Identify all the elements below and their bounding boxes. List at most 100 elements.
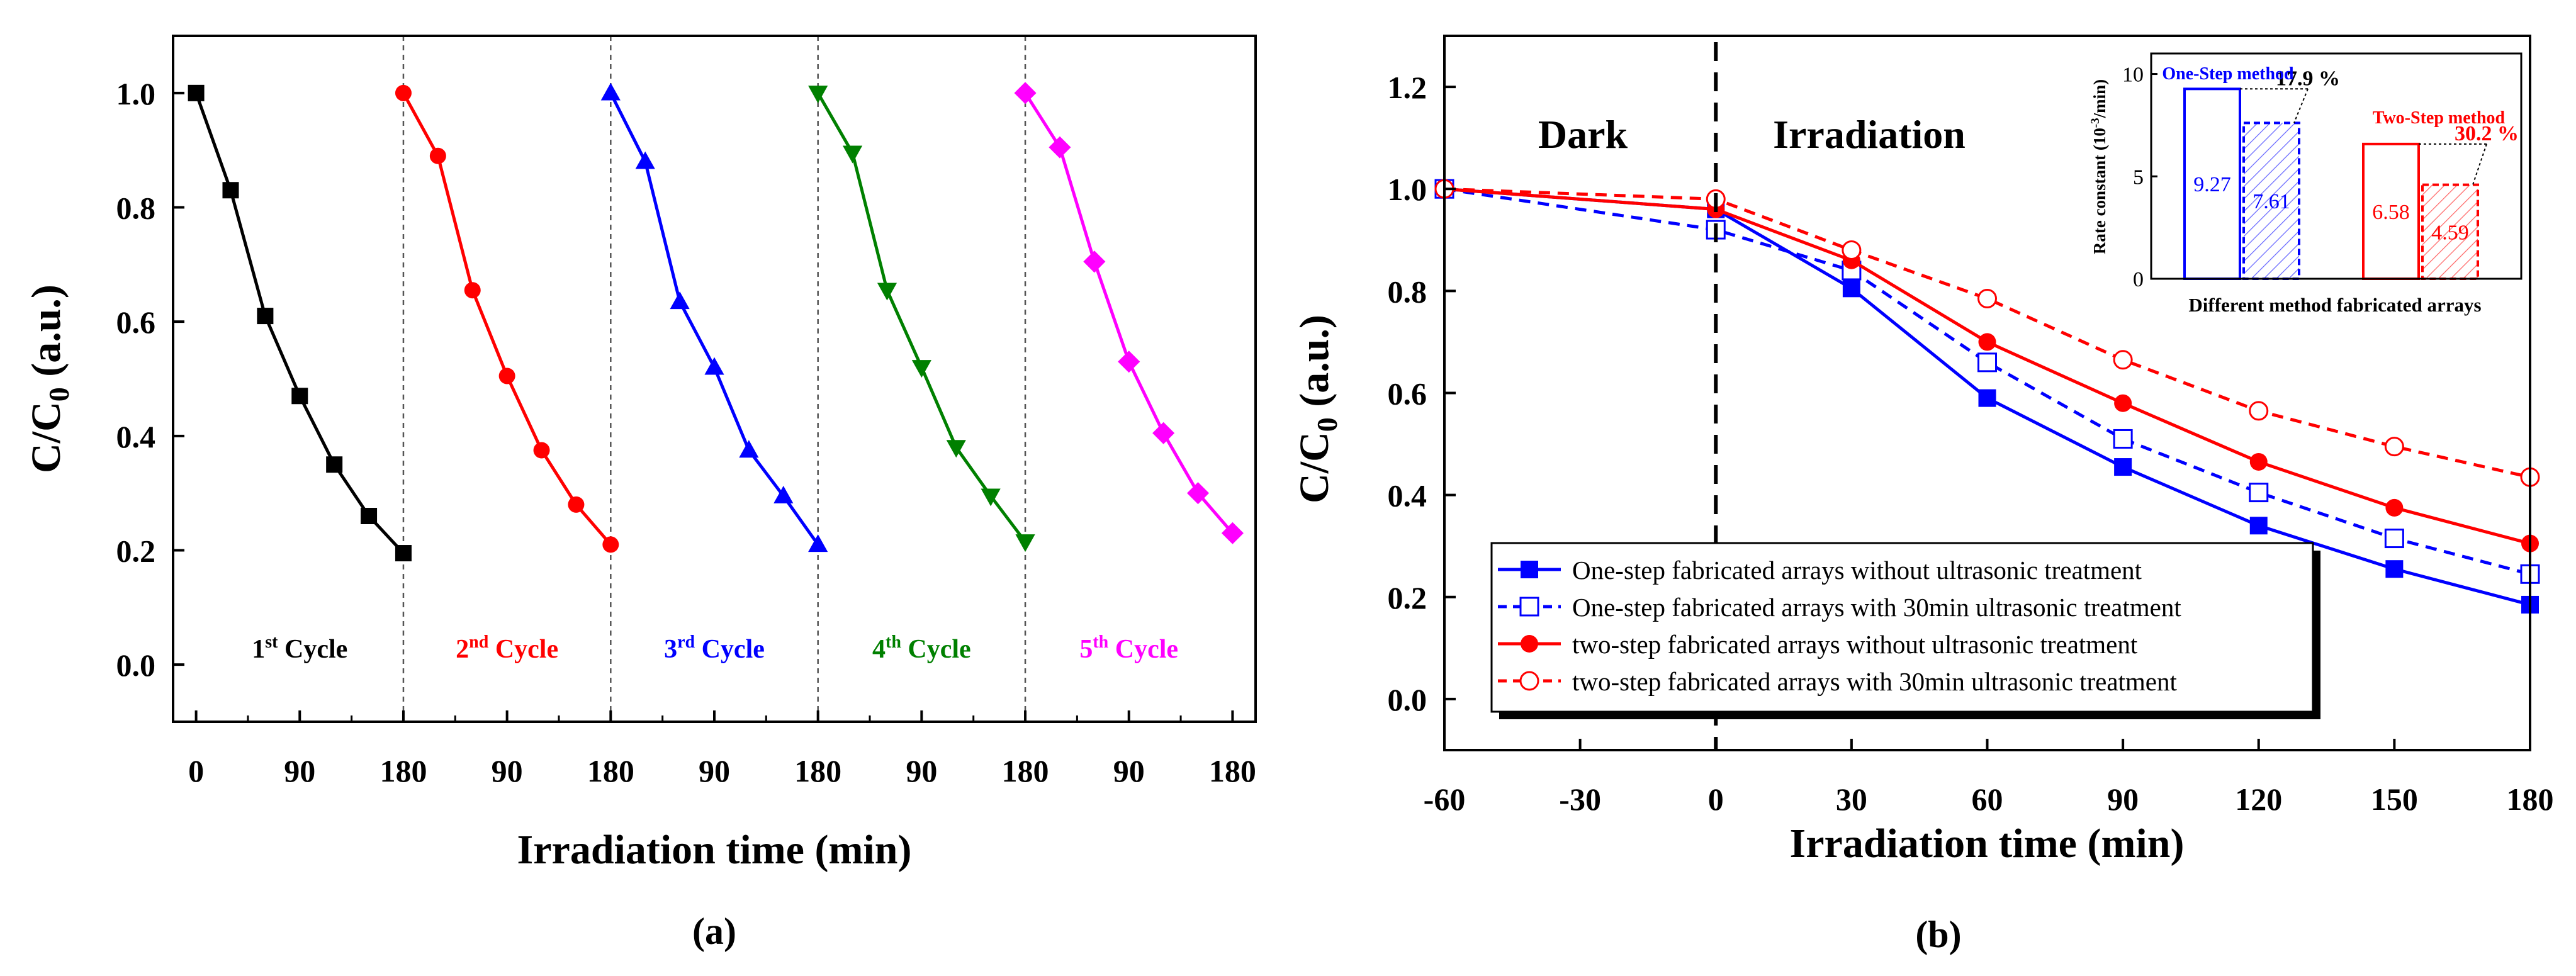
panel-b-y-tick-label: 0.0: [1388, 682, 1427, 717]
panel-b-legend: One-step fabricated arrays without ultra…: [1490, 542, 2320, 719]
inset-connector: [2472, 143, 2487, 185]
panel-b-x-axis-label: Irradiation time (min): [1790, 821, 2185, 867]
cycle-label-number: 5: [1079, 635, 1093, 664]
panel-a-series-2-point: [498, 367, 515, 384]
panel-a-series-2: [395, 84, 619, 553]
panel-a-series-5-point: [1186, 482, 1210, 505]
cycle-label-suffix: nd: [469, 632, 489, 652]
panel-a-plot-frame: [172, 35, 1257, 723]
panel-b-x-tick-label: 120: [2235, 782, 2282, 817]
panel-a-series-1-point: [222, 182, 239, 199]
inset-bars: 9.27 7.61 17.9 %One-Step method 6.58 4.59 30.…: [2162, 64, 2519, 280]
panel-a: 0.0 0.2 0.4 0.6 0.8 1.0 0 90 180 90 180 90 180 90 180…: [23, 35, 1257, 952]
panel-b-series-4-line: [1444, 187, 2531, 479]
legend-label: two-step fabricated arrays with 30min ul…: [1572, 667, 2178, 696]
inset-y-tick-label: 5: [2133, 165, 2144, 189]
panel-a-series-5-point: [1118, 351, 1140, 373]
panel-a-series-1-point: [188, 84, 205, 101]
inset-group-label: One-Step method: [2162, 64, 2294, 84]
panel-a-y-tick-label: 0.0: [116, 648, 156, 683]
inset-group-label: Two-Step method: [2373, 108, 2506, 128]
panel-b-series-3-line: [1444, 187, 2531, 546]
panel-a-y-axis-label-sub: 0: [43, 387, 75, 401]
cycle-label-2: 2nd Cycle: [456, 632, 558, 664]
panel-a-series-2-point: [602, 536, 619, 553]
panel-b-series-3-point: [2249, 452, 2268, 471]
legend-swatch-marker: [1521, 561, 1538, 578]
panel-b-x-tick-label: -30: [1559, 782, 1601, 817]
panel-b-series-3-point: [1978, 333, 1996, 351]
panel-a-series-3-point: [808, 534, 828, 553]
panel-a-series-5-point: [1049, 136, 1071, 159]
panel-b-x-tick-label: 150: [2371, 782, 2418, 817]
panel-a-series-3-point: [670, 291, 690, 310]
panel-b-series-1-point: [1978, 389, 1996, 407]
panel-b-y-axis-label-sub: 0: [1311, 417, 1343, 432]
panel-a-gridlines: [402, 36, 1026, 722]
panel-a-series-2-point: [429, 147, 446, 164]
panel-b-y-tick-label: 1.0: [1388, 172, 1427, 207]
panel-a-series-4-point: [1015, 534, 1035, 553]
panel-a-x-tick-label: 180: [794, 753, 841, 788]
panel-a-series-5-point: [1083, 250, 1106, 273]
inset-y-axis-label-suffix: /min): [2090, 79, 2109, 119]
panel-b-series-2-line: [1444, 187, 2531, 576]
panel-b-series-1-point: [2249, 517, 2268, 535]
panel-a-series-5: [1014, 82, 1244, 544]
legend-swatch-marker: [1519, 597, 1539, 617]
legend-entry-3: two-step fabricated arrays without ultra…: [1498, 630, 2138, 659]
legend-entries: One-step fabricated arrays without ultra…: [1498, 556, 2181, 696]
panel-a-label: (a): [692, 911, 736, 952]
panel-b-series-4-point: [2384, 437, 2404, 457]
panel-a-series-4-line: [816, 92, 1027, 543]
panel-b-x-tick-label: 0: [1708, 782, 1724, 817]
panel-b-series-4-point: [1977, 289, 1997, 309]
panel-a-x-tick-label: 180: [380, 753, 427, 788]
panel-b-x-tick-label: 30: [1836, 782, 1867, 817]
panel-b-series-1-point: [1842, 279, 1860, 298]
panel-a-cycle-labels: 1st Cycle 2nd Cycle 3rd Cycle 4th Cycle 5th …: [252, 632, 1178, 664]
cycle-label-text: Cycle: [278, 635, 347, 664]
panel-a-series-4-point: [877, 283, 897, 301]
panel-a-x-tick-label: 180: [1002, 753, 1049, 788]
panel-a-x-tick-label: 90: [492, 753, 523, 788]
panel-b-inset: 9.27 7.61 17.9 %One-Step method 6.58 4.59 30.…: [2089, 47, 2523, 316]
inset-bar-value-label: 4.59: [2431, 221, 2469, 244]
inset-y-tick-label: 10: [2122, 64, 2144, 87]
panel-a-y-tick-label: 1.0: [116, 76, 156, 111]
inset-bar-1-2: [2242, 121, 2300, 280]
panel-a-y-tick-label: 0.2: [116, 534, 156, 569]
panel-a-series-1: [188, 84, 412, 562]
cycle-label-4: 4th Cycle: [872, 632, 971, 664]
panel-b-series-3-point: [2114, 394, 2132, 412]
panel-b-y-tick-label: 1.2: [1388, 70, 1427, 105]
panel-a-series-4-point: [946, 440, 966, 458]
panel-b-series-4-point: [2249, 401, 2269, 421]
panel-a-x-tick-label: 0: [188, 753, 204, 788]
panel-b-series-1-line: [1444, 187, 2531, 607]
panel-a-series-4-point: [808, 86, 828, 104]
inset-connector: [2293, 88, 2309, 123]
panel-a-x-axis-label: Irradiation time (min): [517, 827, 912, 873]
panel-b-series-1-point: [2385, 560, 2404, 578]
panel-a-series-5-line: [1023, 92, 1234, 534]
panel-b-y-axis-label: C/C0 (a.u.): [1291, 315, 1343, 503]
panel-a-x-tick-label: 90: [699, 753, 730, 788]
panel-a-series-4-point: [981, 488, 1001, 507]
legend-entry-2: One-step fabricated arrays with 30min ul…: [1498, 593, 2181, 622]
panel-a-x-tick-label: 90: [906, 753, 937, 788]
panel-b-series-2-point: [1977, 352, 1997, 373]
inset-improvement-label: 30.2 %: [2455, 122, 2519, 145]
cycle-label-number: 1: [252, 635, 265, 664]
cycle-label-suffix: st: [265, 632, 278, 652]
panel-a-y-tick-label: 0.4: [116, 419, 156, 454]
legend-label: One-step fabricated arrays without ultra…: [1572, 556, 2142, 585]
panel-b-x-tick-label: -60: [1424, 782, 1466, 817]
panel-a-y-axis-label-suffix: (a.u.): [23, 284, 69, 387]
panel-b-dark-label: Dark: [1538, 112, 1628, 157]
panel-a-y-tick-label: 0.6: [116, 305, 156, 340]
inset-y-axis-label-main: Rate constant (10: [2090, 128, 2109, 254]
panel-a-series-1-point: [257, 308, 274, 325]
panel-a-series-1-point: [326, 456, 343, 473]
inset-y-axis-label-sup: -3: [2089, 118, 2102, 128]
